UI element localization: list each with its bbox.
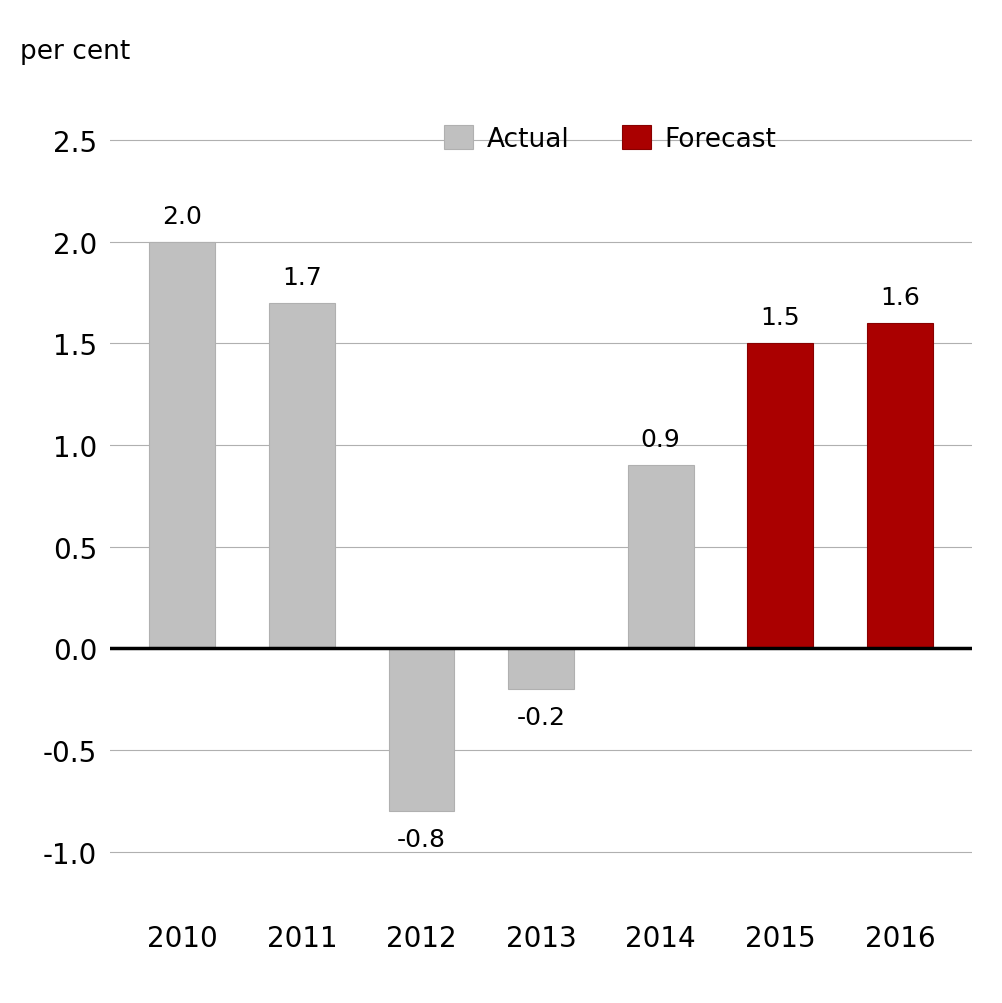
Text: 2.0: 2.0 <box>162 205 202 229</box>
Text: 1.6: 1.6 <box>880 286 920 310</box>
Bar <box>747 344 814 649</box>
Text: 1.5: 1.5 <box>761 306 800 330</box>
Bar <box>628 466 693 649</box>
Bar <box>149 243 215 649</box>
Bar <box>269 304 335 649</box>
Text: -0.8: -0.8 <box>397 827 446 852</box>
Text: 1.7: 1.7 <box>282 266 322 289</box>
Text: per cent: per cent <box>20 39 130 65</box>
Legend: Actual, Forecast: Actual, Forecast <box>434 115 787 163</box>
Bar <box>389 649 454 811</box>
Bar <box>867 324 933 649</box>
Bar <box>508 649 574 689</box>
Text: 0.9: 0.9 <box>641 428 680 451</box>
Text: -0.2: -0.2 <box>517 706 565 729</box>
